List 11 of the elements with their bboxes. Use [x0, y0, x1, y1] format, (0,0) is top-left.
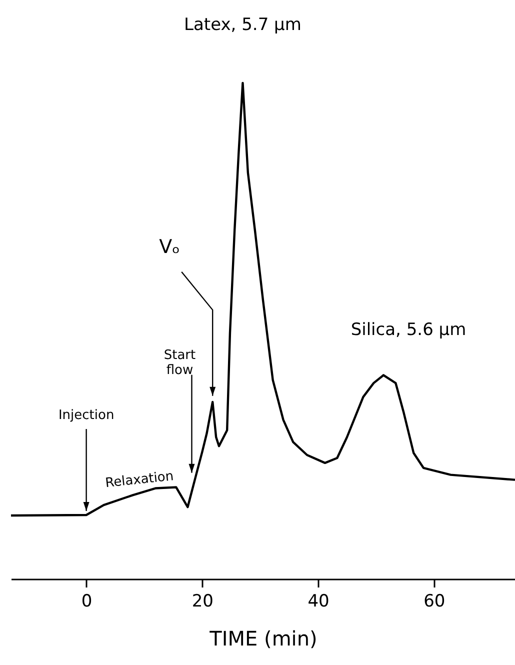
annotation: Relaxation: [104, 469, 174, 492]
x-tick-label: 40: [308, 592, 330, 612]
annotation: Silica, 5.6 μm: [350, 320, 466, 340]
annotation: Start flow: [164, 348, 196, 378]
x-tick-label: 20: [192, 592, 214, 612]
annotation: Vₒ: [159, 236, 180, 258]
x-tick-label: 0: [81, 592, 92, 612]
x-tick-label: 60: [424, 592, 446, 612]
annotation: Latex, 5.7 μm: [184, 15, 302, 35]
annotation: Injection: [58, 408, 114, 424]
x-axis-title: TIME (min): [208, 626, 318, 650]
